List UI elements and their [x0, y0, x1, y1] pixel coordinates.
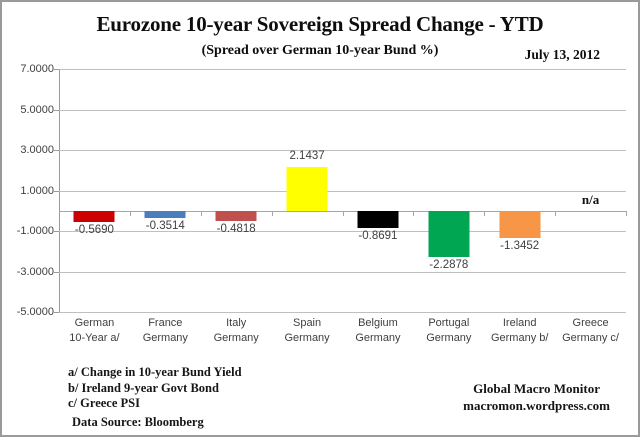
bar[interactable] — [144, 210, 186, 218]
bar-value-label: -1.3452 — [500, 239, 540, 252]
bar-slot: -2.2878 — [413, 69, 486, 312]
category-reference: 10-Year a/ — [69, 332, 120, 344]
chart-subtitle: (Spread over German 10-year Bund %) — [201, 43, 439, 58]
data-source: Data Source: Bloomberg — [72, 415, 204, 429]
x-axis-category-label: Belgium Germany — [343, 316, 414, 346]
bar[interactable] — [286, 167, 328, 211]
category-country: German — [74, 317, 115, 329]
category-reference: Germany c/ — [562, 332, 619, 344]
y-axis-tick — [54, 190, 59, 192]
x-axis-tick — [129, 210, 131, 216]
x-axis-categories: German 10-Year a/France Germany Italy German… — [59, 316, 626, 356]
bar-slot: -0.4818 — [201, 69, 273, 312]
bar-slot: n/a — [555, 69, 627, 312]
bar-value-label: -0.5690 — [74, 224, 114, 237]
na-annotation: n/a — [581, 191, 600, 207]
footnote-b: b/ Ireland 9-year Govt Bond — [68, 380, 219, 395]
bar-value-label: -2.2878 — [429, 259, 469, 272]
gridline — [59, 109, 626, 111]
x-axis-tick — [413, 210, 415, 216]
y-axis-tick-label: 5.0000 — [20, 103, 54, 116]
bar-value-label: -0.8691 — [358, 230, 398, 243]
gridline — [59, 190, 626, 192]
category-country: Spain — [292, 317, 322, 329]
category-reference: Germany — [426, 332, 472, 344]
category-reference: Germany — [284, 332, 330, 344]
footnotes: a/ Change in 10-year Bund Yield b/ Irela… — [68, 365, 242, 412]
plot-area: -0.5690 -0.3514 -0.4818 2.1437 -0.8691 -2.287… — [54, 69, 627, 313]
y-axis-tick-label: -3.0000 — [16, 265, 54, 278]
x-axis-category-label: Italy Germany — [201, 316, 272, 346]
x-axis-category-label: Ireland Germany b/ — [484, 316, 555, 346]
gridline — [59, 231, 626, 232]
y-axis-tick — [54, 69, 59, 70]
bar-slot: -1.3452 — [484, 69, 557, 312]
y-axis-tick-label: -5.0000 — [16, 306, 54, 318]
x-axis-tick — [271, 210, 273, 216]
y-axis-tick — [54, 271, 59, 273]
bar-slot: 2.1437 — [272, 69, 344, 312]
category-reference: Germany — [355, 332, 401, 344]
category-reference: Germany — [142, 332, 188, 344]
gridline — [59, 271, 626, 273]
category-country: Ireland — [502, 317, 537, 329]
y-axis-tick-label: 7.0000 — [20, 63, 54, 75]
category-country: Greece — [572, 317, 609, 329]
y-axis-tick-label: -1.0000 — [16, 225, 54, 237]
x-axis-tick — [555, 210, 557, 216]
x-axis-tick — [484, 210, 486, 216]
y-axis-tick — [54, 150, 59, 151]
attribution-url: macromon.wordpress.com — [463, 398, 610, 413]
bar-value-label: -0.3514 — [145, 219, 185, 232]
gridline — [59, 69, 626, 70]
y-axis-tick-label: 1.0000 — [20, 184, 54, 197]
y-axis-tick — [54, 231, 59, 232]
x-axis-category-label: France Germany — [130, 316, 201, 346]
x-axis-category-label: Greece Germany c/ — [555, 316, 626, 346]
category-country: Portugal — [428, 317, 470, 329]
attribution: Global Macro Monitor macromon.wordpress.… — [463, 380, 610, 414]
bar-slot: -0.3514 — [130, 69, 202, 312]
x-axis-category-label: German 10-Year a/ — [59, 316, 130, 346]
bar[interactable] — [357, 210, 399, 229]
category-country: France — [148, 317, 183, 329]
bar-slot: -0.8691 — [343, 69, 415, 312]
bar[interactable] — [73, 210, 115, 223]
category-reference: Germany b/ — [490, 332, 549, 344]
x-axis-category-label: Portugal Germany — [413, 316, 484, 346]
y-axis-tick — [54, 109, 59, 111]
bar[interactable] — [428, 210, 470, 258]
bar[interactable] — [215, 210, 257, 221]
page-title: Eurozone 10-year Sovereign Spread Change… — [96, 12, 544, 36]
gridline — [59, 312, 626, 313]
date-stamp: July 13, 2012 — [524, 47, 600, 62]
y-axis-tick — [54, 312, 59, 313]
x-axis-category-label: Spain Germany — [272, 316, 343, 346]
footnote-a: a/ Change in 10-year Bund Yield — [68, 365, 242, 379]
gridline — [59, 150, 626, 151]
x-axis-tick — [342, 210, 344, 216]
x-axis-tick — [200, 210, 202, 216]
y-axis-labels: 7.0000 5.0000 3.0000 1.0000 -1.0000 -3.0000 -5… — [2, 63, 54, 318]
bar-value-label: -0.4818 — [216, 222, 256, 235]
y-axis-tick-label: 3.0000 — [20, 144, 54, 156]
attribution-name: Global Macro Monitor — [473, 381, 600, 396]
category-country: Italy — [226, 317, 247, 329]
x-axis-tick — [626, 210, 627, 216]
bar-slot: -0.5690 — [59, 69, 131, 312]
category-reference: Germany — [213, 332, 259, 344]
footnote-c: c/ Greece PSI — [68, 396, 140, 410]
bar-value-label: 2.1437 — [289, 150, 325, 163]
bar[interactable] — [499, 210, 541, 238]
category-country: Belgium — [358, 317, 398, 329]
